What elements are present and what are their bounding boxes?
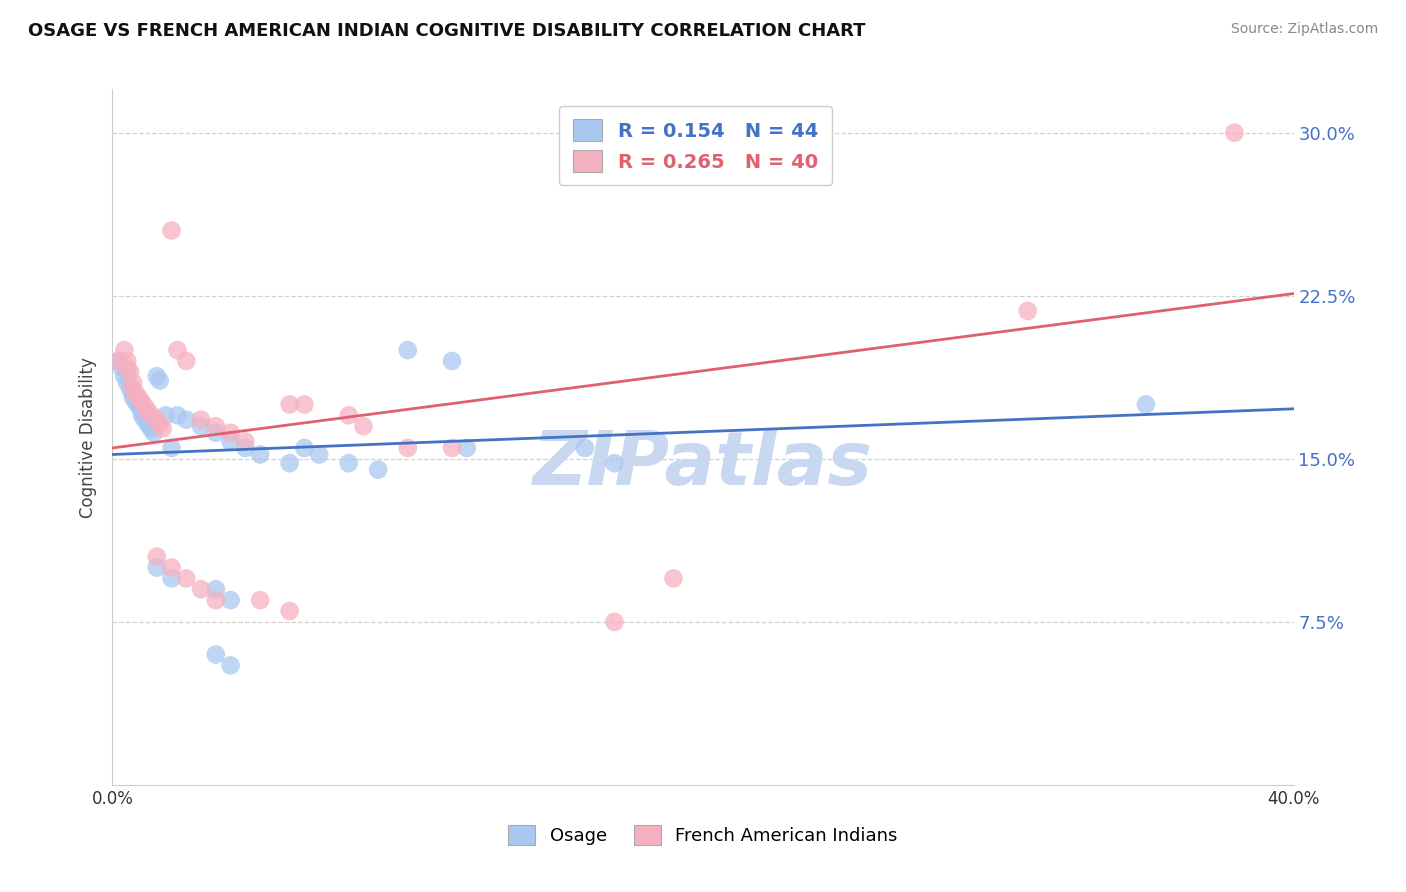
- Point: [149, 374, 172, 388]
- Point: [160, 571, 183, 585]
- Point: [292, 397, 315, 411]
- Point: [122, 382, 145, 396]
- Point: [308, 447, 330, 462]
- Text: OSAGE VS FRENCH AMERICAN INDIAN COGNITIVE DISABILITY CORRELATION CHART: OSAGE VS FRENCH AMERICAN INDIAN COGNITIV…: [28, 22, 866, 40]
- Point: [117, 376, 138, 390]
- Y-axis label: Cognitive Disability: Cognitive Disability: [79, 357, 97, 517]
- Point: [219, 434, 242, 449]
- Point: [249, 447, 271, 462]
- Point: [219, 593, 242, 607]
- Point: [574, 441, 596, 455]
- Point: [117, 354, 138, 368]
- Point: [120, 365, 142, 379]
- Point: [249, 593, 271, 607]
- Point: [1017, 304, 1039, 318]
- Point: [117, 365, 138, 379]
- Point: [205, 419, 228, 434]
- Point: [131, 404, 153, 418]
- Point: [149, 417, 172, 431]
- Point: [136, 417, 159, 431]
- Point: [139, 421, 162, 435]
- Point: [174, 354, 197, 368]
- Point: [367, 463, 389, 477]
- Point: [1223, 126, 1246, 140]
- Point: [117, 360, 138, 375]
- Point: [146, 549, 169, 564]
- Point: [146, 369, 169, 384]
- Point: [160, 441, 183, 455]
- Point: [603, 615, 626, 629]
- Point: [128, 391, 150, 405]
- Point: [134, 412, 156, 426]
- Point: [160, 223, 183, 237]
- Point: [292, 441, 315, 455]
- Point: [128, 400, 150, 414]
- Point: [396, 343, 419, 357]
- Text: Source: ZipAtlas.com: Source: ZipAtlas.com: [1230, 22, 1378, 37]
- Point: [136, 404, 159, 418]
- Point: [337, 409, 360, 423]
- Point: [205, 593, 228, 607]
- Point: [107, 354, 129, 368]
- Point: [146, 560, 169, 574]
- Point: [122, 376, 145, 390]
- Point: [278, 604, 301, 618]
- Point: [337, 456, 360, 470]
- Point: [174, 412, 197, 426]
- Point: [233, 441, 256, 455]
- Point: [205, 582, 228, 597]
- Point: [134, 400, 156, 414]
- Point: [278, 456, 301, 470]
- Text: ZIPatlas: ZIPatlas: [533, 428, 873, 501]
- Point: [112, 343, 135, 357]
- Point: [190, 582, 212, 597]
- Point: [125, 395, 148, 409]
- Point: [662, 571, 685, 585]
- Point: [219, 658, 242, 673]
- Point: [219, 425, 242, 440]
- Point: [166, 343, 188, 357]
- Point: [603, 456, 626, 470]
- Point: [205, 425, 228, 440]
- Point: [166, 409, 188, 423]
- Point: [160, 560, 183, 574]
- Point: [122, 391, 145, 405]
- Point: [352, 419, 374, 434]
- Legend: Osage, French American Indians: Osage, French American Indians: [501, 818, 905, 853]
- Point: [456, 441, 478, 455]
- Point: [112, 369, 135, 384]
- Point: [155, 409, 177, 423]
- Point: [146, 412, 169, 426]
- Point: [142, 425, 165, 440]
- Point: [122, 386, 145, 401]
- Point: [441, 354, 464, 368]
- Point: [278, 397, 301, 411]
- Point: [396, 441, 419, 455]
- Point: [120, 382, 142, 396]
- Point: [233, 434, 256, 449]
- Point: [131, 395, 153, 409]
- Point: [174, 571, 197, 585]
- Point: [205, 648, 228, 662]
- Point: [441, 441, 464, 455]
- Point: [107, 354, 129, 368]
- Point: [131, 409, 153, 423]
- Point: [190, 419, 212, 434]
- Point: [1135, 397, 1157, 411]
- Point: [110, 360, 132, 375]
- Point: [125, 386, 148, 401]
- Point: [139, 409, 162, 423]
- Point: [190, 412, 212, 426]
- Point: [152, 421, 174, 435]
